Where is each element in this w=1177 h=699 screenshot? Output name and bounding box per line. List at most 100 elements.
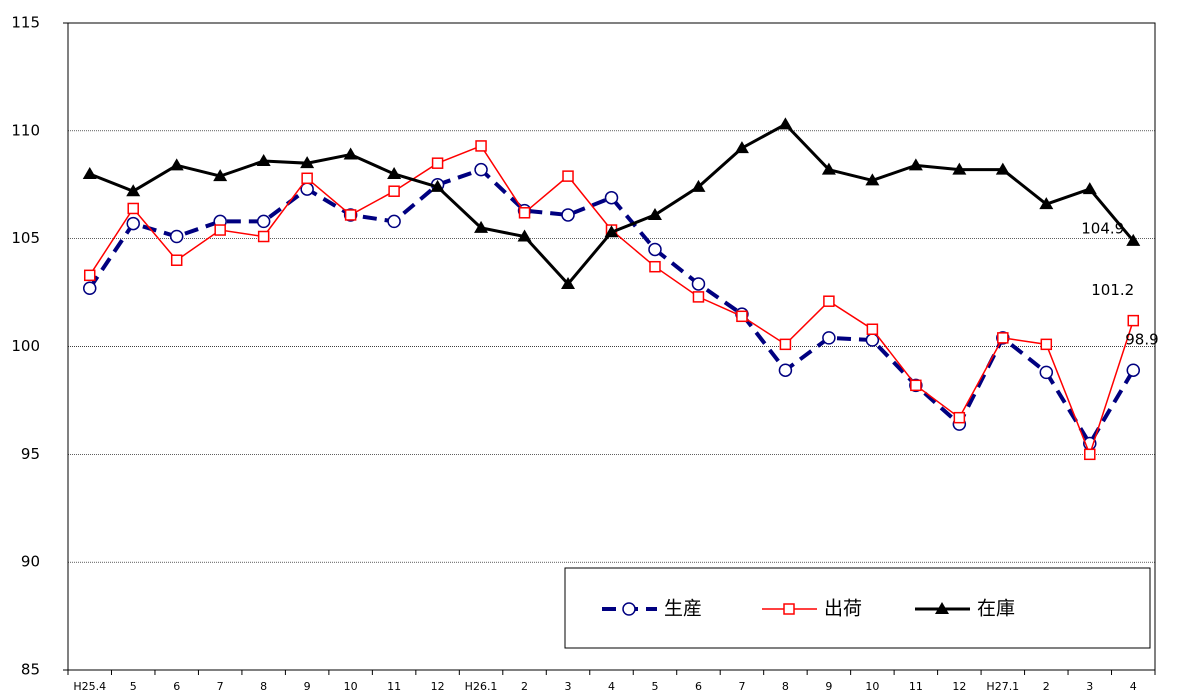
point <box>649 260 661 273</box>
point <box>431 157 444 169</box>
series-line <box>88 167 1135 448</box>
point <box>783 603 795 615</box>
point <box>1039 197 1054 210</box>
point <box>648 242 662 257</box>
point <box>256 154 271 167</box>
point <box>343 147 358 160</box>
point <box>170 254 183 266</box>
point <box>953 411 966 424</box>
point <box>935 602 949 614</box>
point <box>561 276 576 289</box>
point <box>736 310 748 323</box>
y-tick-label: 110 <box>11 121 40 139</box>
point <box>952 162 967 175</box>
point <box>691 277 706 291</box>
point <box>778 363 793 377</box>
point <box>256 214 271 229</box>
x-tick-label: 3 <box>1086 680 1093 693</box>
point <box>604 225 619 238</box>
x-tick-label: 3 <box>565 680 572 693</box>
point <box>83 269 96 282</box>
legend-marker <box>622 602 636 616</box>
point <box>865 173 880 186</box>
point <box>910 379 922 392</box>
point <box>126 184 141 197</box>
x-tick-label: H26.1 <box>465 680 498 693</box>
x-tick-label: 6 <box>173 680 180 693</box>
x-tick-label: 9 <box>304 680 311 693</box>
point <box>517 229 532 242</box>
point <box>562 170 574 182</box>
point <box>647 207 662 220</box>
point <box>822 331 836 345</box>
point <box>127 202 139 215</box>
x-tick-label: 12 <box>431 680 445 693</box>
point <box>474 220 489 233</box>
plot-area <box>67 22 1156 671</box>
point <box>430 179 445 192</box>
point <box>779 338 792 351</box>
point <box>518 207 531 219</box>
x-tick-label: 12 <box>952 680 966 693</box>
point <box>475 140 487 152</box>
point <box>1084 448 1096 461</box>
point <box>692 291 705 303</box>
x-tick-label: H27.1 <box>986 680 1019 693</box>
point <box>344 209 357 221</box>
x-tick-label: 6 <box>695 680 702 693</box>
point <box>1126 363 1141 377</box>
x-tick-label: 7 <box>217 680 224 693</box>
point <box>474 162 488 177</box>
point <box>388 185 400 197</box>
y-tick-label: 100 <box>11 337 40 355</box>
data-label: 101.2 <box>1091 281 1134 299</box>
point <box>995 162 1010 175</box>
point <box>1127 314 1140 327</box>
x-tick-label: 10 <box>865 680 879 693</box>
x-tick-label: 5 <box>651 680 658 693</box>
point <box>604 190 619 205</box>
point <box>997 332 1009 344</box>
legend-marker <box>935 602 949 614</box>
point <box>214 224 226 236</box>
data-label: 104.9 <box>1081 219 1124 237</box>
point <box>691 179 706 192</box>
point <box>1082 182 1097 195</box>
point <box>169 158 184 171</box>
point <box>622 602 636 616</box>
data-label: 98.9 <box>1125 331 1158 349</box>
x-tick-label: 11 <box>909 680 923 693</box>
point <box>778 117 793 130</box>
x-tick-label: 8 <box>260 680 267 693</box>
point <box>1039 365 1054 380</box>
y-tick-label: 105 <box>11 229 40 247</box>
x-tick-label: 10 <box>344 680 358 693</box>
y-tick-label: 90 <box>21 553 40 571</box>
y-tick-label: 95 <box>21 445 40 463</box>
point <box>82 166 97 179</box>
point <box>866 323 879 335</box>
point <box>734 141 749 154</box>
point <box>387 214 401 229</box>
point <box>1040 338 1053 351</box>
point <box>82 281 97 296</box>
x-tick-label: 4 <box>1130 680 1137 693</box>
x-tick-label: 8 <box>782 680 789 693</box>
point <box>561 208 575 222</box>
point <box>1126 233 1141 246</box>
legend-label: 生産 <box>664 598 702 620</box>
legend-label: 在庫 <box>977 598 1015 620</box>
point <box>300 156 315 169</box>
y-tick-label: 115 <box>11 14 40 32</box>
point <box>257 230 270 243</box>
legend-label: 出荷 <box>824 598 862 620</box>
x-tick-label: 5 <box>130 680 137 693</box>
x-tick-label: H25.4 <box>73 680 106 693</box>
legend-box <box>564 567 1151 649</box>
point <box>908 158 923 171</box>
x-tick-label: 11 <box>387 680 401 693</box>
x-tick-label: 4 <box>608 680 615 693</box>
legend-marker <box>783 603 795 615</box>
x-tick-label: 2 <box>521 680 528 693</box>
